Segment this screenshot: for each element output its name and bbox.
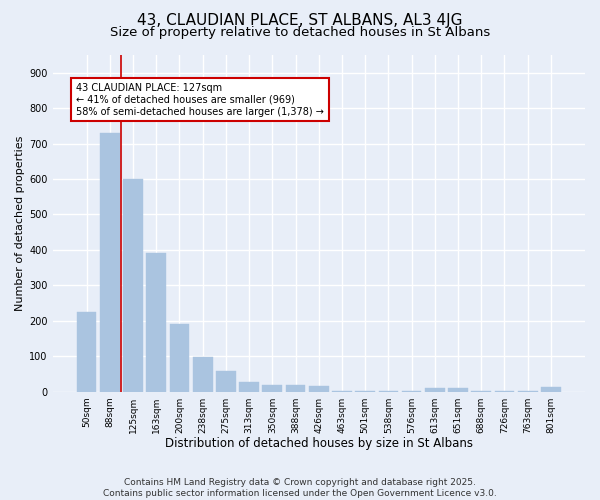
- Bar: [309, 386, 329, 392]
- X-axis label: Distribution of detached houses by size in St Albans: Distribution of detached houses by size …: [165, 437, 473, 450]
- Bar: [146, 254, 166, 392]
- Bar: [448, 388, 468, 392]
- Bar: [518, 391, 538, 392]
- Bar: [77, 312, 97, 392]
- Bar: [425, 388, 445, 392]
- Bar: [286, 385, 305, 392]
- Bar: [216, 371, 236, 392]
- Bar: [355, 391, 375, 392]
- Text: Size of property relative to detached houses in St Albans: Size of property relative to detached ho…: [110, 26, 490, 39]
- Bar: [332, 391, 352, 392]
- Bar: [541, 388, 561, 392]
- Text: 43, CLAUDIAN PLACE, ST ALBANS, AL3 4JG: 43, CLAUDIAN PLACE, ST ALBANS, AL3 4JG: [137, 12, 463, 28]
- Y-axis label: Number of detached properties: Number of detached properties: [15, 136, 25, 311]
- Bar: [262, 384, 282, 392]
- Text: Contains HM Land Registry data © Crown copyright and database right 2025.
Contai: Contains HM Land Registry data © Crown c…: [103, 478, 497, 498]
- Bar: [193, 357, 212, 392]
- Bar: [239, 382, 259, 392]
- Bar: [472, 391, 491, 392]
- Bar: [100, 133, 119, 392]
- Bar: [123, 179, 143, 392]
- Bar: [170, 324, 190, 392]
- Bar: [494, 391, 514, 392]
- Bar: [379, 391, 398, 392]
- Text: 43 CLAUDIAN PLACE: 127sqm
← 41% of detached houses are smaller (969)
58% of semi: 43 CLAUDIAN PLACE: 127sqm ← 41% of detac…: [76, 84, 324, 116]
- Bar: [402, 391, 421, 392]
